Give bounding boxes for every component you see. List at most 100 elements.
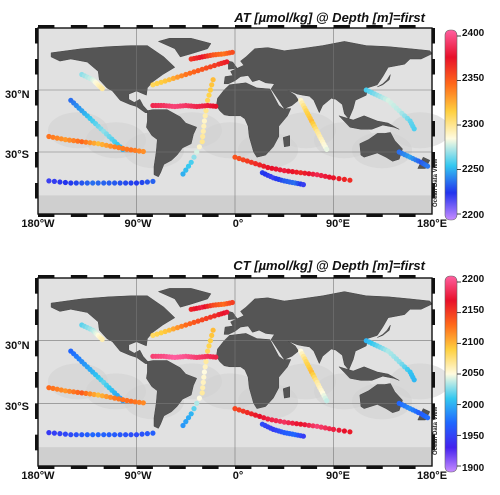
station-point [425,415,431,421]
station-point [261,163,267,169]
frame-tick [136,275,153,278]
station-point [95,392,101,398]
station-point [207,87,213,93]
station-point [183,322,189,328]
station-point [50,134,56,140]
at-map [35,25,461,221]
station-point [265,164,271,171]
station-point [252,412,259,418]
lon-label-0: 0° [232,470,244,482]
continent-madagascar [282,386,290,399]
station-point [101,180,107,186]
frame-tick [202,466,219,469]
station-point [200,128,206,134]
station-point [194,149,200,155]
station-point [185,163,192,169]
station-point [199,139,205,145]
station-point [158,330,164,336]
frame-tick [366,214,383,217]
station-point [150,82,156,88]
station-point [200,385,206,391]
station-point [112,144,118,150]
station-point [183,419,189,425]
cb-tick: 2400 [462,28,485,39]
frame-tick [38,275,55,278]
station-point [139,179,145,186]
station-point [294,421,300,427]
station-point [71,389,77,395]
station-point [207,338,213,344]
lon-label-180w: 180°W [21,218,55,230]
frame-tick [169,275,186,278]
frame-tick [136,214,153,217]
station-point [112,395,118,401]
station-point [91,391,97,398]
frame-tick [366,25,383,28]
station-point [101,432,107,438]
station-point [139,431,145,437]
frame-tick [136,466,153,469]
station-point [257,162,263,168]
lon-label-0: 0° [232,218,244,230]
frame-tick [432,278,435,294]
station-point [206,343,212,349]
station-point [210,327,216,333]
station-point [195,318,201,324]
frame-tick [103,275,121,278]
station-point [326,426,332,432]
station-point [199,317,205,323]
station-point [117,432,123,438]
station-point [123,180,129,186]
station-point [136,399,142,405]
station-point [310,423,316,429]
station-point [213,103,219,109]
cb-tick: 2100 [462,337,485,348]
station-point [128,180,134,186]
station-point [306,171,312,177]
station-point [150,178,156,184]
frame-tick [35,90,38,106]
lat-label-30s: 30°S [5,149,29,161]
frame-tick [300,214,318,217]
frame-tick [267,466,285,469]
frame-tick [70,466,88,469]
station-point [54,135,60,141]
station-point [133,180,140,186]
station-point [112,180,118,186]
station-point [66,388,73,394]
lon-label-180w: 180°W [21,470,55,482]
odv-credit: Ocean Data View [433,158,439,207]
station-point [191,319,197,325]
station-point [213,354,219,360]
station-point [322,173,328,179]
station-point [201,374,207,380]
continent-indonesia [338,366,400,381]
station-point [336,427,342,433]
station-point [200,133,206,140]
station-point [84,180,90,186]
continent-madagascar [282,135,290,148]
station-point [54,386,60,392]
station-point [106,180,112,186]
ct-map-title: CT [µmol/kg] @ Depth [m]=first [233,258,425,273]
frame-tick [38,466,55,469]
station-point [50,385,56,391]
frame-tick [35,121,38,137]
station-point [166,77,172,83]
station-point [298,170,304,176]
station-point [46,430,52,436]
frame-tick [432,403,435,419]
frame-tick [103,214,121,217]
station-point [51,430,58,436]
continent-greenland [157,288,212,308]
station-point [83,139,89,145]
frame-tick [267,214,285,217]
frame-tick [267,25,285,28]
station-point [294,169,300,175]
station-point [310,171,316,177]
frame-tick [432,372,435,388]
frame-tick [35,372,38,388]
station-point [87,140,93,146]
station-point [318,172,324,179]
station-point [150,332,156,338]
